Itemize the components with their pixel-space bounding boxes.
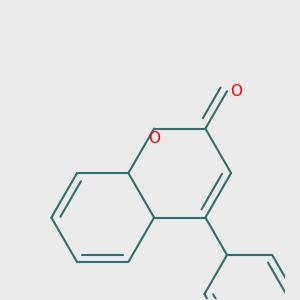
Text: O: O [148, 131, 160, 146]
Text: O: O [230, 84, 242, 99]
